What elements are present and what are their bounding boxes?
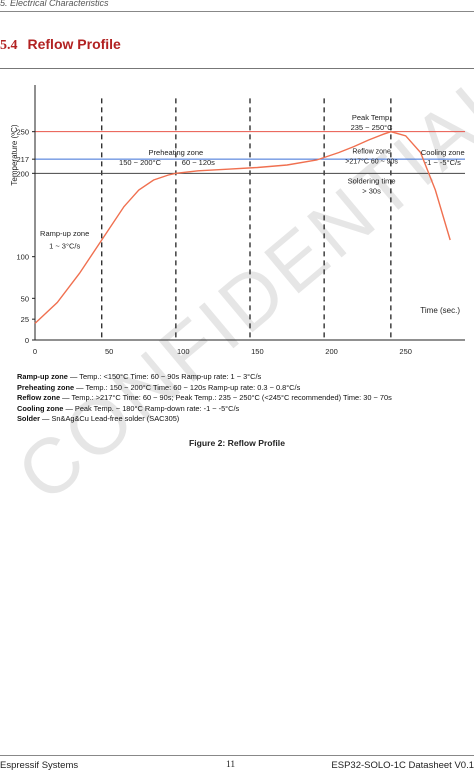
y-tick-label: 100 [16,253,29,262]
annotation-cooling-rate: -1 ~ -5°C/s [425,158,461,167]
running-header: 5. Electrical Characteristics [0,0,109,8]
annotation-rampup-rate: 1 ~ 3°C/s [49,241,80,250]
x-tick-label: 100 [177,347,190,356]
y-tick-label: 50 [21,294,29,303]
annotation-preheat-time: 60 ~ 120s [182,158,215,167]
annotation-cooling-title: Cooling zone [421,148,465,157]
note-preheat: Preheating zone — Temp.: 150 ~ 200°C Tim… [17,382,301,392]
figure-caption: Figure 2: Reflow Profile [189,438,285,448]
y-axis-label: Temperature (ºC) [10,124,19,185]
x-tick-label: 0 [33,347,37,356]
annotation-peak-range: 235 ~ 250°C [351,123,394,132]
annotation-reflow-title: Reflow zone [352,148,391,155]
footer-divider [0,755,474,756]
section-divider [0,68,474,69]
x-tick-label: 50 [105,347,113,356]
y-tick-label: 217 [16,155,29,164]
annotation-preheat-title: Preheating zone [149,148,204,157]
annotation-reflow-time: >217°C 60 ~ 90s [345,157,398,165]
section-number: 5.4 [0,38,18,53]
note-reflow: Reflow zone — Temp.: >217°C Time: 60 ~ 9… [17,393,392,402]
x-tick-label: 150 [251,347,264,356]
section-heading: 5.4 Reflow Profile [0,36,121,54]
y-tick-label: 200 [16,169,29,178]
footer-doc-title: ESP32-SOLO-1C Datasheet V0.1 [331,760,474,771]
y-tick-label: 250 [16,128,29,137]
footer-page-number: 11 [226,760,236,770]
zone-notes: Ramp-up zone — Temp.: <150°C Time: 60 ~ … [17,372,392,425]
section-title: Reflow Profile [27,36,121,52]
note-rampup: Ramp-up zone — Temp.: <150°C Time: 60 ~ … [17,372,262,381]
annotation-solder-title: Soldering time [348,176,396,185]
y-tick-label: 0 [25,336,29,345]
note-cooling: Cooling zone — Peak Temp. ~ 180°C Ramp-d… [17,403,240,413]
x-tick-label: 250 [399,347,412,356]
header-divider [0,11,474,12]
note-solder: Solder — Sn&Ag&Cu Lead-free solder (SAC3… [17,414,180,423]
annotation-preheat-temp: 150 ~ 200°C [119,158,162,167]
annotation-peak-title: Peak Temp. [352,113,391,122]
x-axis-label: Time (sec.) [420,306,460,315]
y-tick-label: 25 [21,315,29,324]
x-tick-label: 200 [325,347,338,356]
annotation-solder-time: > 30s [362,186,381,195]
footer-company: Espressif Systems [0,760,79,771]
annotation-rampup-title: Ramp-up zone [40,229,89,238]
profile-curve-0 [34,130,451,324]
